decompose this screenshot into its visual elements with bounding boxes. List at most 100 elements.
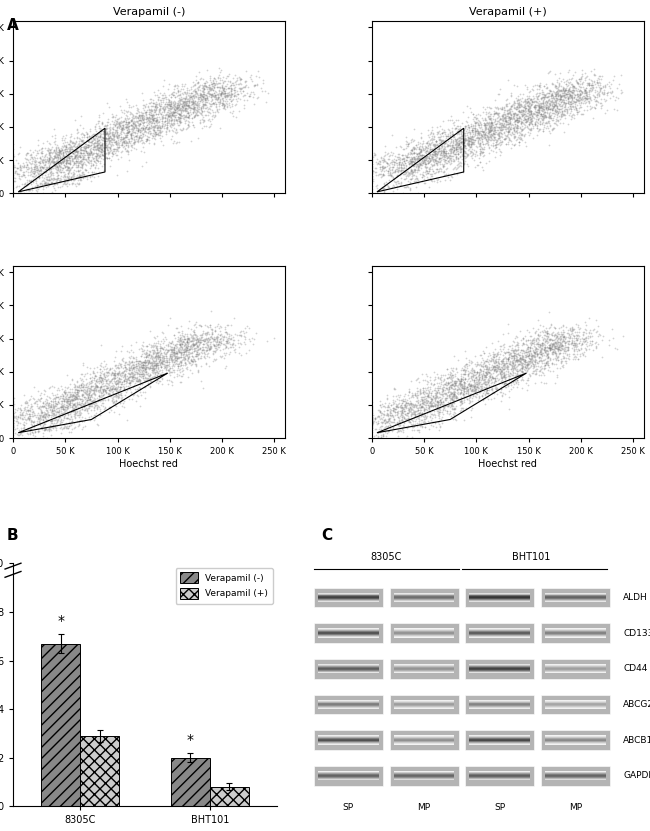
Point <box>43 179 53 193</box>
Point <box>153 127 163 140</box>
Point <box>98 384 108 397</box>
Point <box>137 127 148 140</box>
Point <box>192 105 202 118</box>
Point <box>514 367 525 381</box>
Point <box>561 81 571 95</box>
Point <box>533 342 543 356</box>
Point <box>460 367 470 381</box>
Point <box>517 343 528 356</box>
Point <box>440 150 450 163</box>
Point <box>239 93 250 106</box>
Point <box>125 115 136 128</box>
Point <box>189 353 200 366</box>
Point <box>402 150 412 164</box>
Point <box>471 116 481 130</box>
Point <box>388 147 398 160</box>
Point <box>422 381 432 394</box>
Point <box>573 352 583 366</box>
Point <box>589 68 599 81</box>
Point <box>20 170 30 184</box>
Point <box>72 122 83 135</box>
Point <box>33 417 44 430</box>
Point <box>367 415 377 428</box>
Point <box>88 381 99 395</box>
Point <box>533 109 543 122</box>
Point <box>465 390 475 403</box>
Point <box>517 116 528 129</box>
Point <box>367 414 377 427</box>
Point <box>155 375 165 388</box>
Point <box>129 137 139 150</box>
Point <box>385 169 396 182</box>
Point <box>547 339 557 352</box>
Point <box>124 371 134 384</box>
Point <box>227 97 237 111</box>
Point <box>133 115 144 128</box>
Point <box>166 112 177 125</box>
Point <box>422 396 433 409</box>
Point <box>87 166 98 179</box>
Point <box>429 137 439 150</box>
Point <box>81 145 91 158</box>
Point <box>517 373 527 386</box>
Point <box>416 409 426 422</box>
Point <box>402 175 413 188</box>
Point <box>42 403 52 416</box>
Point <box>91 156 101 170</box>
Point <box>389 401 399 415</box>
Point <box>409 160 419 173</box>
Point <box>94 136 105 150</box>
Point <box>423 396 434 410</box>
Point <box>19 165 29 179</box>
Point <box>154 120 164 133</box>
Point <box>493 373 504 386</box>
Point <box>396 401 407 414</box>
Point <box>186 82 196 96</box>
Point <box>179 96 190 109</box>
Point <box>378 399 389 412</box>
Point <box>66 150 76 163</box>
Point <box>482 372 493 386</box>
Point <box>536 108 546 121</box>
Point <box>25 401 35 415</box>
Point <box>506 107 517 120</box>
Point <box>499 101 509 114</box>
Point <box>538 88 548 101</box>
Point <box>561 87 571 101</box>
Point <box>498 369 508 382</box>
Point <box>580 91 591 105</box>
Point <box>105 131 116 145</box>
Point <box>523 349 534 362</box>
Point <box>68 388 79 401</box>
Point <box>551 331 562 344</box>
Point <box>53 406 64 419</box>
Point <box>441 135 451 149</box>
Point <box>201 344 211 357</box>
Point <box>114 384 124 397</box>
Point <box>426 169 437 182</box>
Point <box>403 409 413 422</box>
Point <box>514 358 524 371</box>
Point <box>539 111 549 125</box>
Point <box>595 85 605 98</box>
Point <box>598 81 608 94</box>
Point <box>47 145 58 159</box>
Point <box>556 107 566 120</box>
Point <box>543 356 553 370</box>
Point <box>451 126 462 140</box>
Point <box>195 342 205 355</box>
Point <box>94 383 105 396</box>
Point <box>430 171 441 184</box>
Point <box>157 80 168 93</box>
Point <box>208 344 218 357</box>
Point <box>556 86 567 100</box>
Point <box>44 425 54 438</box>
Point <box>540 342 550 355</box>
Point <box>226 90 236 103</box>
Point <box>533 328 543 342</box>
Point <box>213 89 224 102</box>
Point <box>126 349 136 362</box>
Point <box>83 389 94 402</box>
Point <box>497 355 507 368</box>
Point <box>180 342 190 356</box>
